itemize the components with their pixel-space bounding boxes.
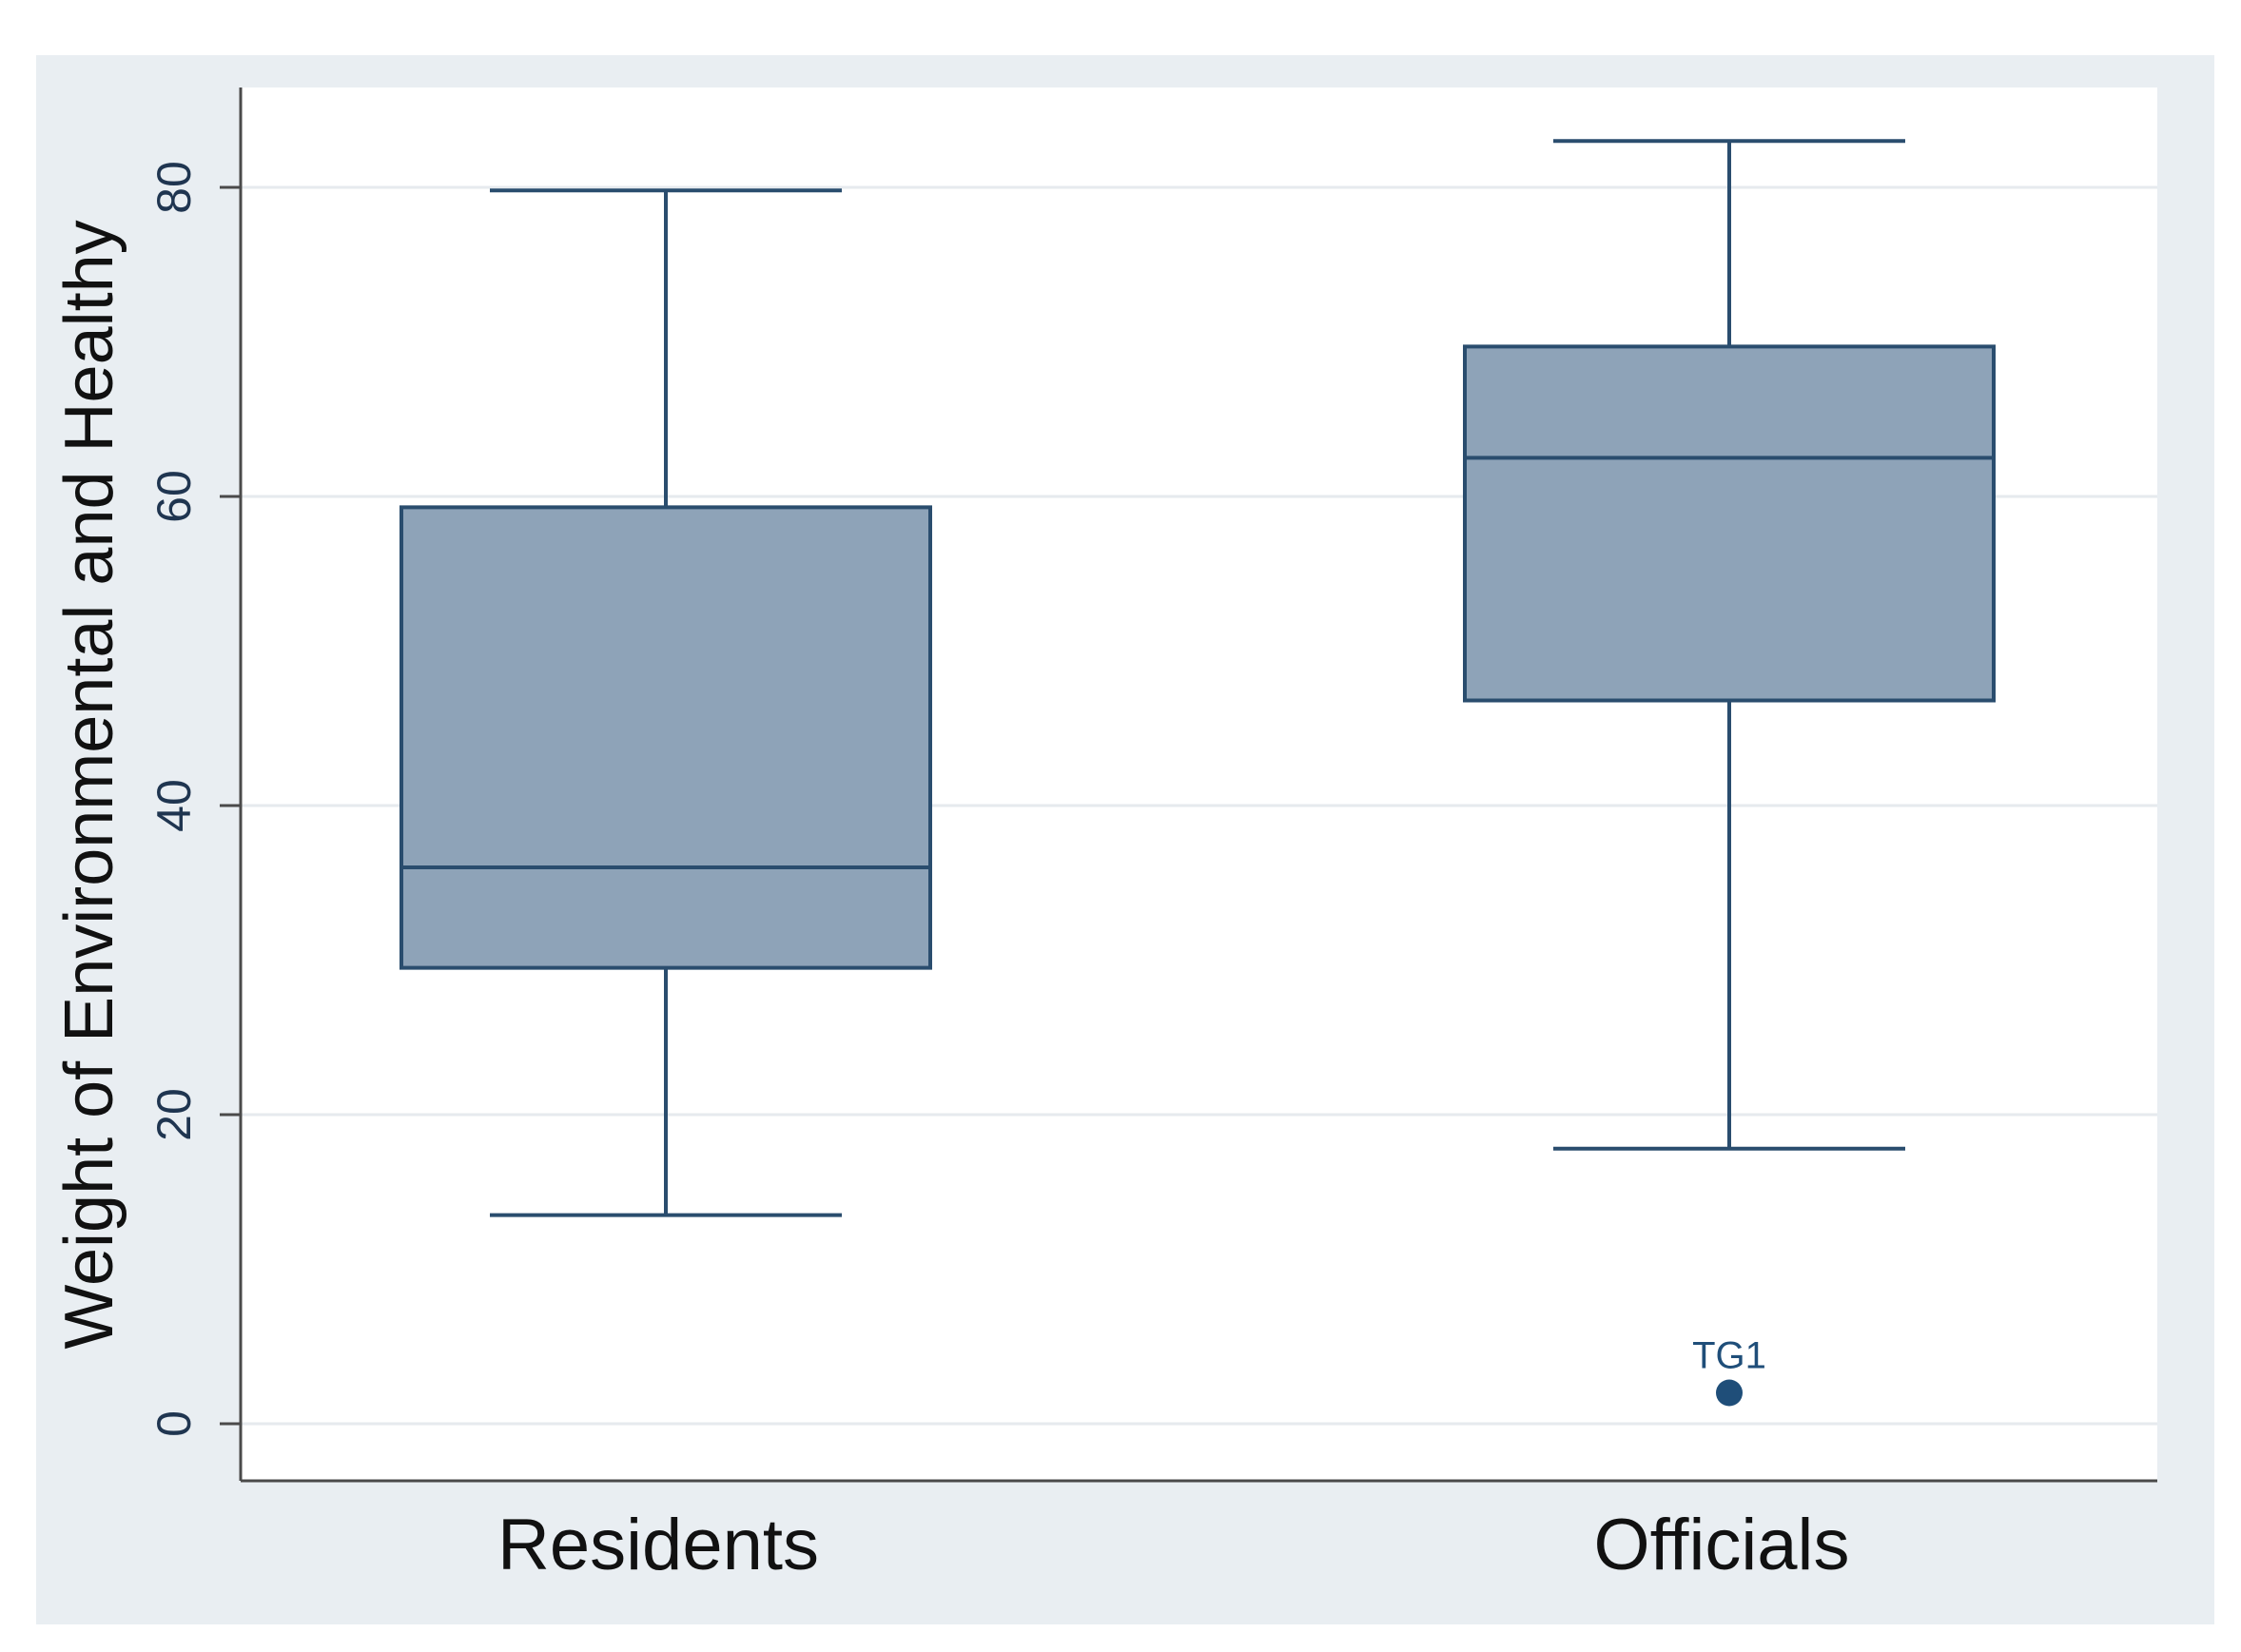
y-tick-label-20: 20 [147, 1088, 201, 1141]
y-tick-label-0: 0 [147, 1410, 201, 1437]
y-tick-label-40: 40 [147, 779, 201, 832]
axes [220, 87, 2157, 1483]
box-officials: TG1 [1463, 139, 1996, 1407]
y-tick-label-80: 80 [147, 161, 201, 214]
x-category-label-officials: Officials [1594, 1505, 1850, 1585]
x-category-label-residents: Residents [497, 1505, 819, 1585]
y-tick-label-60: 60 [147, 470, 201, 523]
outlier-point-officials-0 [1716, 1379, 1743, 1407]
y-axis-title: Weight of Environmental and Healthy [51, 220, 127, 1349]
boxes: TG1 [399, 139, 1996, 1407]
iqr-box-officials [1463, 344, 1996, 703]
box-residents [399, 188, 932, 1217]
iqr-box-residents [399, 505, 932, 970]
outlier-label-officials-0: TG1 [1692, 1335, 1766, 1377]
labels: Weight of Environmental and Healthy 0 20 4… [51, 161, 1849, 1585]
